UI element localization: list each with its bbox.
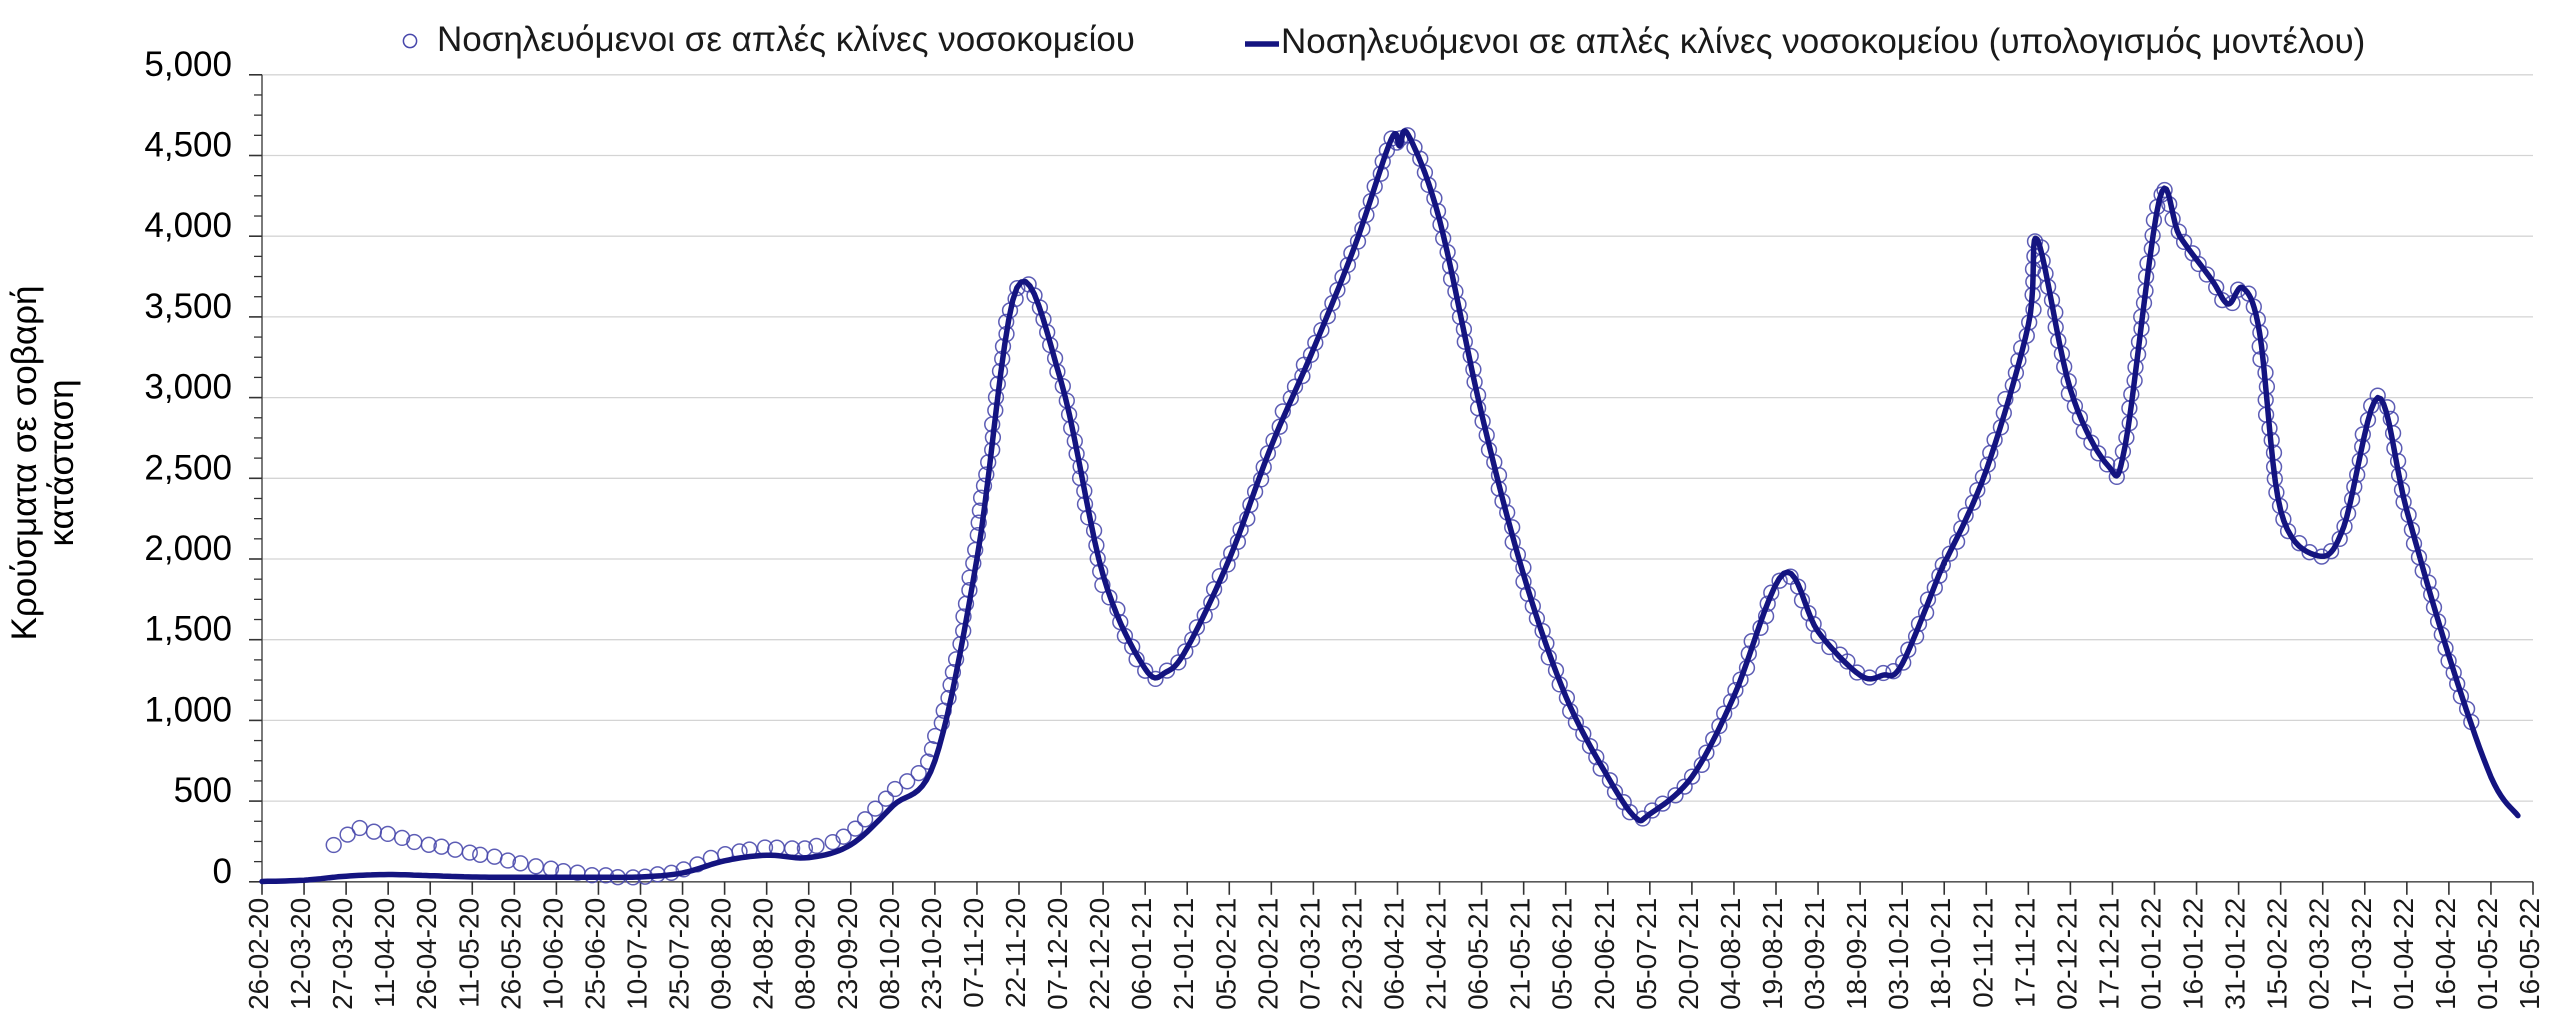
svg-text:31-01-22: 31-01-22	[2220, 898, 2251, 1010]
svg-text:17-11-21: 17-11-21	[2009, 898, 2040, 1008]
svg-text:22-11-20: 22-11-20	[1000, 898, 1031, 1008]
svg-text:07-12-20: 07-12-20	[1042, 898, 1073, 1010]
svg-text:0: 0	[213, 852, 232, 891]
svg-text:06-05-21: 06-05-21	[1463, 898, 1494, 1010]
svg-text:20-07-21: 20-07-21	[1673, 898, 1704, 1010]
svg-text:11-04-20: 11-04-20	[369, 898, 400, 1008]
svg-text:16-01-22: 16-01-22	[2178, 898, 2209, 1010]
svg-text:03-09-21: 03-09-21	[1799, 898, 1830, 1010]
svg-text:1,000: 1,000	[144, 690, 232, 729]
svg-text:02-12-21: 02-12-21	[2051, 898, 2082, 1010]
svg-text:04-08-21: 04-08-21	[1715, 898, 1746, 1010]
svg-text:27-03-20: 27-03-20	[327, 898, 358, 1010]
svg-text:2,000: 2,000	[144, 529, 232, 568]
svg-text:23-10-20: 23-10-20	[916, 898, 947, 1010]
svg-text:25-06-20: 25-06-20	[579, 898, 610, 1010]
svg-text:21-05-21: 21-05-21	[1505, 898, 1536, 1010]
svg-text:25-07-20: 25-07-20	[664, 898, 695, 1010]
svg-text:21-01-21: 21-01-21	[1168, 898, 1199, 1010]
svg-text:01-05-22: 01-05-22	[2472, 898, 2503, 1010]
svg-text:18-09-21: 18-09-21	[1841, 898, 1872, 1010]
svg-text:1,500: 1,500	[144, 610, 232, 649]
svg-text:4,500: 4,500	[144, 126, 232, 165]
svg-text:24-08-20: 24-08-20	[748, 898, 779, 1010]
svg-text:05-07-21: 05-07-21	[1631, 898, 1662, 1010]
svg-text:18-10-21: 18-10-21	[1925, 898, 1956, 1010]
svg-text:26-04-20: 26-04-20	[411, 898, 442, 1010]
svg-text:12-03-20: 12-03-20	[285, 898, 316, 1010]
svg-text:05-06-21: 05-06-21	[1547, 898, 1578, 1010]
svg-text:17-12-21: 17-12-21	[2093, 898, 2124, 1010]
svg-text:17-03-22: 17-03-22	[2346, 898, 2377, 1010]
svg-text:20-02-21: 20-02-21	[1252, 898, 1283, 1010]
svg-text:06-04-21: 06-04-21	[1379, 898, 1410, 1010]
svg-text:4,000: 4,000	[144, 206, 232, 245]
svg-text:500: 500	[174, 771, 232, 810]
svg-text:3,000: 3,000	[144, 368, 232, 407]
svg-text:02-03-22: 02-03-22	[2304, 898, 2335, 1010]
svg-text:16-04-22: 16-04-22	[2430, 898, 2461, 1010]
svg-text:21-04-21: 21-04-21	[1421, 898, 1452, 1010]
svg-text:08-10-20: 08-10-20	[874, 898, 905, 1010]
svg-text:3,500: 3,500	[144, 287, 232, 326]
svg-text:26-02-20: 26-02-20	[243, 898, 274, 1010]
svg-text:05-02-21: 05-02-21	[1210, 898, 1241, 1010]
svg-text:5,000: 5,000	[144, 45, 232, 84]
svg-text:11-05-20: 11-05-20	[453, 898, 484, 1008]
svg-text:01-01-22: 01-01-22	[2136, 898, 2167, 1010]
svg-text:10-06-20: 10-06-20	[537, 898, 568, 1010]
svg-text:20-06-21: 20-06-21	[1589, 898, 1620, 1010]
svg-text:06-01-21: 06-01-21	[1126, 898, 1157, 1010]
svg-text:2,500: 2,500	[144, 448, 232, 487]
svg-text:09-08-20: 09-08-20	[706, 898, 737, 1010]
svg-text:15-02-22: 15-02-22	[2262, 898, 2293, 1010]
svg-text:22-12-20: 22-12-20	[1084, 898, 1115, 1010]
svg-text:08-09-20: 08-09-20	[790, 898, 821, 1010]
svg-text:03-10-21: 03-10-21	[1883, 898, 1914, 1010]
svg-text:26-05-20: 26-05-20	[495, 898, 526, 1010]
svg-text:02-11-21: 02-11-21	[1967, 898, 1998, 1008]
svg-text:23-09-20: 23-09-20	[832, 898, 863, 1010]
svg-text:22-03-21: 22-03-21	[1336, 898, 1367, 1010]
svg-text:19-08-21: 19-08-21	[1757, 898, 1788, 1010]
svg-text:16-05-22: 16-05-22	[2514, 898, 2545, 1010]
svg-text:01-04-22: 01-04-22	[2388, 898, 2419, 1010]
svg-text:07-11-20: 07-11-20	[958, 898, 989, 1008]
svg-text:07-03-21: 07-03-21	[1294, 898, 1325, 1010]
svg-text:10-07-20: 10-07-20	[622, 898, 653, 1010]
